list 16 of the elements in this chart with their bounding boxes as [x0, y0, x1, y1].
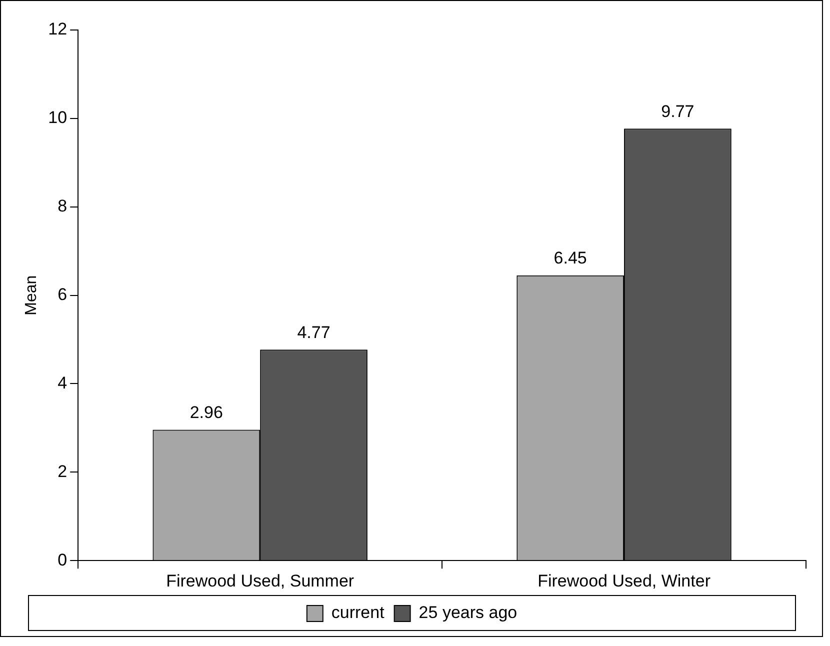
y-tick-label: 0 [58, 550, 68, 570]
legend-label: 25 years ago [418, 603, 518, 622]
data-label: 9.77 [661, 102, 694, 121]
x-tick-label: Firewood Used, Winter [538, 571, 711, 590]
y-tick-label: 12 [48, 20, 68, 39]
y-tick-label: 6 [58, 284, 68, 304]
y-tick-label: 8 [58, 196, 68, 216]
y-tick-label: 4 [58, 373, 68, 392]
x-tick-label: Firewood Used, Summer [166, 571, 354, 590]
data-label: 4.77 [297, 322, 330, 342]
legend-label: current [331, 603, 385, 622]
y-tick-label: 2 [58, 462, 68, 481]
y-axis-title: Mean [23, 275, 40, 316]
data-label: 2.96 [190, 402, 223, 422]
y-tick-label: 10 [48, 108, 68, 128]
data-label: 6.45 [554, 248, 587, 268]
